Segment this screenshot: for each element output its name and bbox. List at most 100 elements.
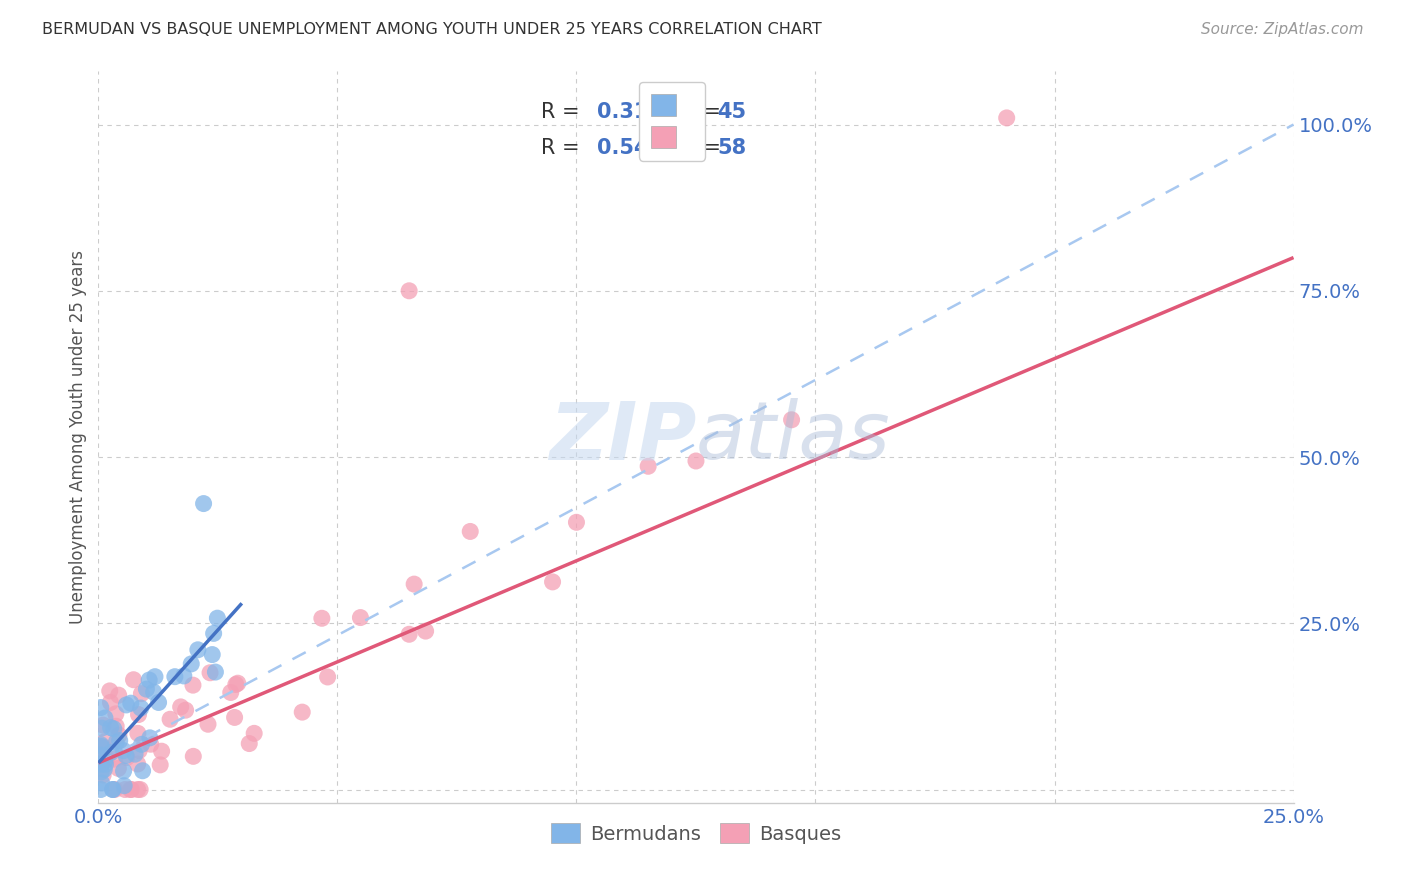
Point bbox=[458, 524, 481, 539]
Point bbox=[128, 707, 150, 722]
Point bbox=[93, 763, 115, 777]
Point bbox=[129, 782, 152, 797]
Text: R =: R = bbox=[541, 138, 586, 158]
Point bbox=[90, 782, 112, 797]
Point bbox=[219, 685, 242, 699]
Point bbox=[201, 648, 224, 662]
Point bbox=[103, 752, 125, 766]
Point bbox=[780, 413, 803, 427]
Point bbox=[115, 750, 138, 764]
Point bbox=[94, 757, 117, 772]
Point bbox=[112, 744, 135, 758]
Point bbox=[129, 701, 152, 715]
Point bbox=[187, 642, 209, 657]
Point bbox=[124, 747, 146, 761]
Point bbox=[404, 577, 426, 591]
Point bbox=[114, 782, 136, 797]
Point bbox=[94, 711, 117, 725]
Point bbox=[238, 737, 260, 751]
Point bbox=[107, 761, 129, 775]
Point bbox=[163, 670, 186, 684]
Point bbox=[398, 627, 420, 641]
Point bbox=[90, 764, 112, 779]
Point bbox=[96, 752, 118, 766]
Point bbox=[91, 718, 114, 732]
Text: R =: R = bbox=[541, 102, 586, 121]
Point bbox=[90, 739, 112, 754]
Text: 58: 58 bbox=[717, 138, 747, 158]
Point bbox=[159, 712, 181, 726]
Point bbox=[316, 670, 339, 684]
Point bbox=[202, 626, 225, 640]
Point bbox=[98, 684, 121, 698]
Point bbox=[91, 768, 114, 782]
Point bbox=[104, 706, 127, 721]
Point bbox=[243, 726, 266, 740]
Point bbox=[291, 705, 314, 719]
Point bbox=[90, 757, 112, 772]
Point bbox=[311, 611, 333, 625]
Point bbox=[204, 665, 226, 679]
Point bbox=[128, 743, 150, 757]
Point bbox=[90, 721, 112, 735]
Point bbox=[174, 703, 197, 717]
Point bbox=[100, 695, 122, 709]
Point bbox=[139, 731, 162, 745]
Point bbox=[90, 776, 112, 790]
Point bbox=[349, 610, 371, 624]
Point bbox=[120, 782, 142, 797]
Point bbox=[112, 764, 135, 778]
Point bbox=[112, 779, 135, 793]
Point bbox=[142, 685, 165, 699]
Point bbox=[100, 745, 122, 759]
Point bbox=[90, 700, 112, 714]
Point bbox=[108, 728, 131, 742]
Point bbox=[995, 111, 1018, 125]
Point bbox=[105, 719, 128, 733]
Text: atlas: atlas bbox=[696, 398, 891, 476]
Point bbox=[138, 673, 160, 687]
Point bbox=[398, 284, 420, 298]
Text: N =: N = bbox=[668, 102, 728, 121]
Point bbox=[149, 757, 172, 772]
Point bbox=[115, 698, 138, 712]
Point bbox=[127, 726, 149, 740]
Point bbox=[93, 735, 115, 749]
Point bbox=[135, 682, 157, 697]
Point bbox=[143, 670, 166, 684]
Point bbox=[104, 782, 127, 797]
Point bbox=[120, 782, 142, 797]
Point bbox=[226, 676, 249, 690]
Point bbox=[131, 737, 153, 751]
Point bbox=[565, 516, 588, 530]
Point bbox=[181, 678, 204, 692]
Point bbox=[139, 737, 162, 751]
Point bbox=[127, 782, 149, 797]
Point bbox=[180, 657, 202, 671]
Point bbox=[103, 722, 125, 736]
Point bbox=[115, 748, 138, 763]
Point bbox=[127, 757, 149, 772]
Point bbox=[148, 696, 170, 710]
Legend: Bermudans, Basques: Bermudans, Basques bbox=[543, 815, 849, 852]
Point bbox=[91, 743, 114, 757]
Text: 0.548: 0.548 bbox=[596, 138, 662, 158]
Y-axis label: Unemployment Among Youth under 25 years: Unemployment Among Youth under 25 years bbox=[69, 250, 87, 624]
Point bbox=[90, 748, 112, 763]
Point bbox=[91, 739, 114, 754]
Point bbox=[193, 497, 215, 511]
Point bbox=[131, 687, 153, 701]
Point bbox=[541, 574, 564, 589]
Text: Source: ZipAtlas.com: Source: ZipAtlas.com bbox=[1201, 22, 1364, 37]
Point bbox=[224, 710, 246, 724]
Point bbox=[181, 749, 204, 764]
Point bbox=[108, 733, 131, 747]
Text: N =: N = bbox=[668, 138, 728, 158]
Point bbox=[150, 744, 173, 758]
Point bbox=[90, 738, 112, 752]
Point bbox=[122, 673, 145, 687]
Text: 0.316: 0.316 bbox=[596, 102, 662, 121]
Point bbox=[173, 669, 195, 683]
Point bbox=[207, 611, 229, 625]
Point bbox=[100, 721, 122, 735]
